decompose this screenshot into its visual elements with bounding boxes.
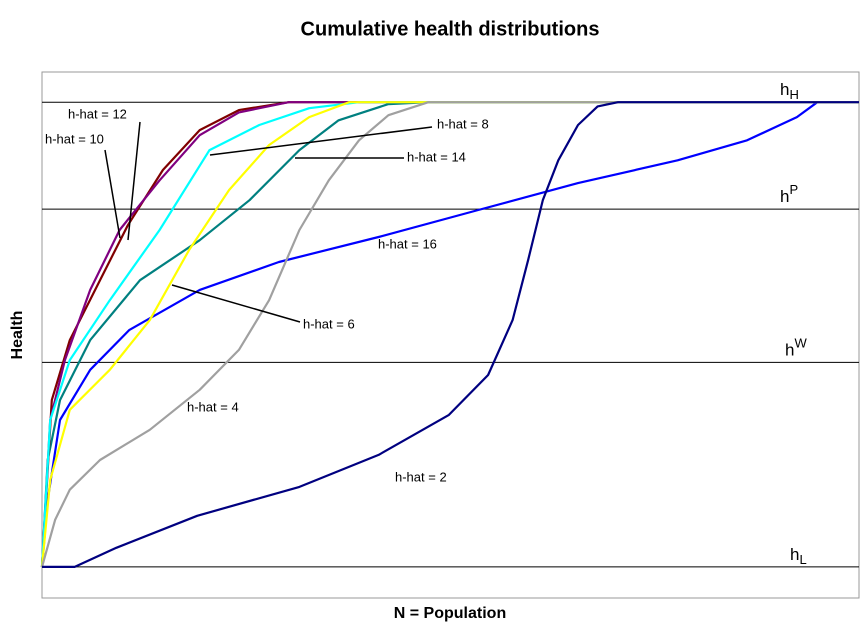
reference-label-sub: H <box>789 88 798 103</box>
series-line <box>42 101 859 568</box>
reference-label-main: h <box>785 341 794 360</box>
series-label: h-hat = 8 <box>437 116 489 131</box>
leader-line <box>104 149 121 239</box>
reference-label-main: h <box>790 545 799 564</box>
chart-title: Cumulative health distributions <box>301 18 600 40</box>
y-axis-label: Health <box>9 311 26 360</box>
reference-label-main: h <box>780 81 789 100</box>
series-line <box>40 101 859 567</box>
series-label: h-hat = 14 <box>407 149 466 164</box>
series-line <box>40 101 859 568</box>
series-label: h-hat = 2 <box>395 469 447 484</box>
series-line <box>40 101 859 567</box>
leader-line <box>171 284 301 323</box>
series-label: h-hat = 12 <box>68 106 127 121</box>
series-line <box>40 101 859 568</box>
series-label: h-hat = 16 <box>378 236 437 251</box>
series-label: h-hat = 4 <box>187 399 239 414</box>
series-line <box>40 101 859 567</box>
leader-line <box>209 126 433 156</box>
series-label: h-hat = 10 <box>45 131 104 146</box>
x-axis-label: N = Population <box>394 605 506 622</box>
reference-label: hP <box>780 183 798 207</box>
series-label: h-hat = 6 <box>303 316 355 331</box>
reference-label-sub: L <box>799 552 806 567</box>
series-line <box>40 101 859 567</box>
plot-frame <box>41 71 860 599</box>
reference-label: hL <box>790 545 807 567</box>
reference-label-main: h <box>780 188 789 207</box>
reference-label: hW <box>785 336 807 360</box>
leader-line <box>127 121 141 241</box>
reference-label-sup: W <box>794 336 807 351</box>
reference-label-sup: P <box>789 183 798 198</box>
series-line <box>40 101 859 567</box>
reference-label: hH <box>780 81 799 103</box>
